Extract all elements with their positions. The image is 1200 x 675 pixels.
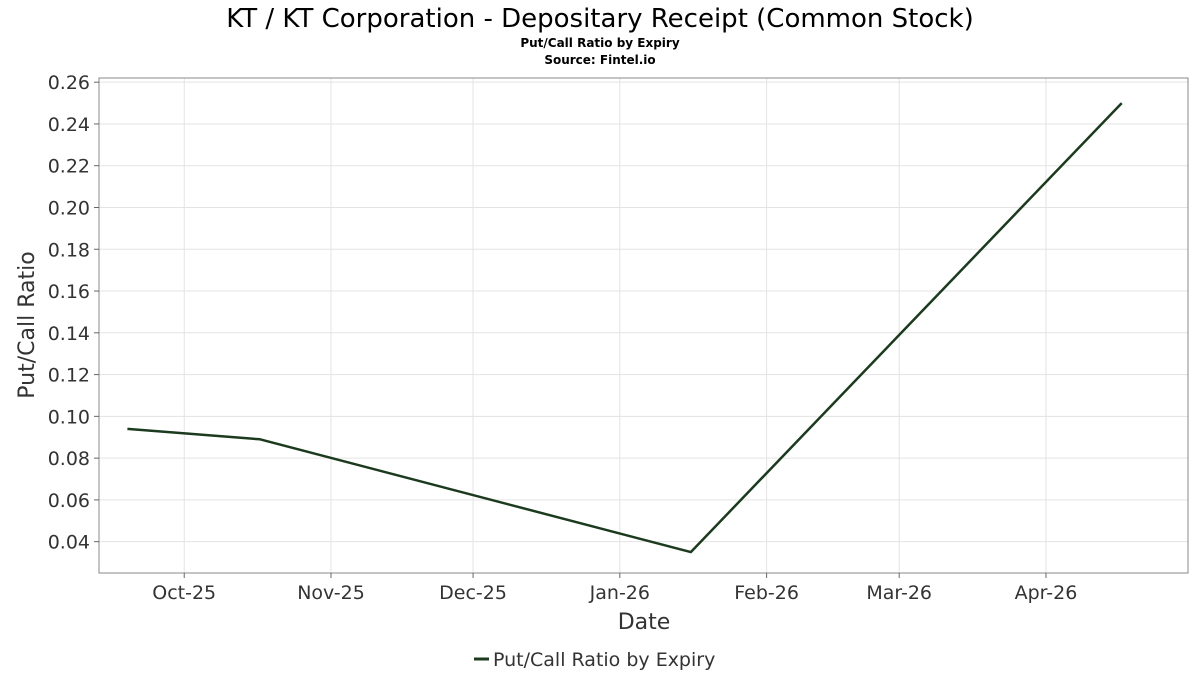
y-axis-label: Put/Call Ratio	[15, 251, 40, 398]
y-tick-label: 0.04	[48, 532, 90, 554]
x-axis-label: Date	[618, 610, 671, 635]
plot-frame	[98, 77, 1189, 574]
x-tick-label: Dec-25	[439, 582, 507, 604]
chart-subtitle-line-1: Put/Call Ratio by Expiry	[520, 36, 680, 50]
grid	[99, 78, 1188, 573]
chart-title: KT / KT Corporation - Depositary Receipt…	[226, 4, 974, 34]
y-tick-label: 0.16	[48, 281, 90, 303]
series-layer	[127, 102, 1123, 554]
chart-subtitle-line-2: Source: Fintel.io	[544, 53, 655, 67]
y-tick-label: 0.26	[48, 72, 90, 94]
legend: Put/Call Ratio by Expiry	[474, 649, 715, 671]
y-tick-label: 0.10	[48, 406, 90, 428]
y-axis: 0.04 0.06 0.08 0.10 0.12 0.14 0.16 0.18 0.20 0.22…	[48, 72, 99, 554]
x-tick-label: Jan-26	[589, 582, 650, 604]
y-tick-label: 0.08	[48, 448, 90, 470]
y-tick-label: 0.22	[48, 156, 90, 178]
y-tick-label: 0.20	[48, 197, 90, 219]
x-tick-label: Oct-25	[152, 582, 216, 604]
series-line	[127, 102, 1123, 554]
y-tick-label: 0.12	[48, 365, 90, 387]
x-tick-label: Nov-25	[297, 582, 365, 604]
legend-label: Put/Call Ratio by Expiry	[493, 649, 715, 671]
x-tick-label: Mar-26	[866, 582, 932, 604]
y-tick-label: 0.14	[48, 323, 90, 345]
x-tick-label: Feb-26	[734, 582, 799, 604]
y-tick-label: 0.24	[48, 114, 90, 136]
x-axis: Oct-25 Nov-25 Dec-25 Jan-26 Feb-26 Mar-26 Apr-…	[152, 573, 1077, 604]
y-tick-label: 0.06	[48, 490, 90, 512]
x-tick-label: Apr-26	[1015, 582, 1078, 604]
y-tick-label: 0.18	[48, 239, 90, 261]
